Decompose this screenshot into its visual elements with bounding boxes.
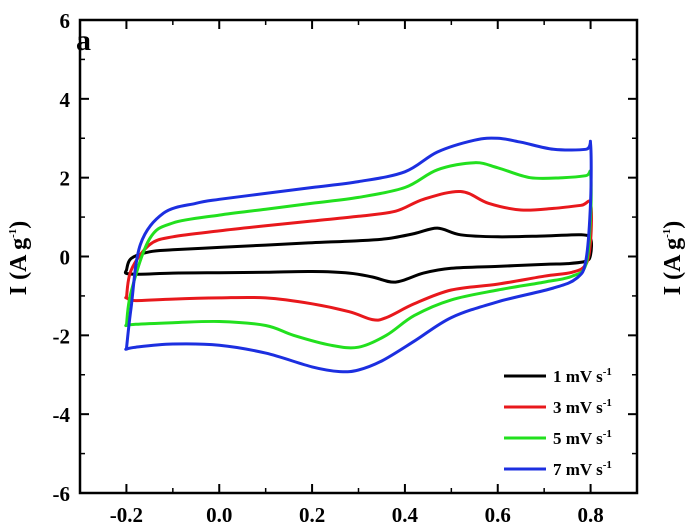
y-tick-label: 2 <box>60 167 71 191</box>
y-tick-label: 0 <box>60 246 71 270</box>
legend-label-2: 3 mV s-1 <box>553 397 612 417</box>
legend-label-text: 3 mV s <box>553 398 603 417</box>
svg-text:I (A g-1): I (A g-1) <box>6 221 32 296</box>
legend-label-3: 5 mV s-1 <box>553 428 612 448</box>
right-axis-title-text: I (A g <box>660 238 686 295</box>
svg-text:I (A g-1): I (A g-1) <box>660 221 686 296</box>
x-tick-label: 0.8 <box>577 503 603 527</box>
x-tick-label: 0.2 <box>299 503 325 527</box>
y-tick-label: 4 <box>60 88 71 112</box>
legend-label-sup: -1 <box>603 459 612 471</box>
series-line-3 <box>124 161 593 350</box>
series-line-4 <box>124 136 593 374</box>
tick-labels: -0.2 0.0 0.2 0.4 0.6 0.8 -6 -4 -2 0 2 4 6 <box>53 9 604 527</box>
legend-label-text: 7 mV s <box>553 460 603 479</box>
panel-label: a <box>76 24 91 57</box>
legend-label-sup: -1 <box>603 366 612 378</box>
axes-group <box>78 18 639 495</box>
series-group <box>123 136 593 374</box>
y-tick-label: -4 <box>53 403 71 427</box>
legend-label-sup: -1 <box>603 428 612 440</box>
x-tick-label: 0.4 <box>392 503 419 527</box>
y-axis-title-text: I (A g <box>6 238 32 295</box>
legend-label-sup: -1 <box>603 397 612 409</box>
y-axis-title-sup: -1 <box>7 229 19 238</box>
y-tick-label: -6 <box>53 482 71 506</box>
series-line-2 <box>124 189 593 322</box>
x-tick-label: 0.6 <box>485 503 511 527</box>
right-axis-title-sup: -1 <box>661 229 673 238</box>
y-axis-title-close: ) <box>6 221 32 229</box>
legend: 1 mV s-13 mV s-15 mV s-17 mV s-1 <box>504 366 612 479</box>
legend-label-text: 1 mV s <box>553 367 603 386</box>
legend-label-1: 1 mV s-1 <box>553 366 612 386</box>
y-tick-label: 6 <box>60 9 71 33</box>
legend-label-4: 7 mV s-1 <box>553 459 612 479</box>
y-tick-label: -2 <box>53 324 71 348</box>
right-axis-title-close: ) <box>660 221 686 229</box>
right-axis-title: I (A g-1) <box>660 221 686 296</box>
x-tick-label: 0.0 <box>206 503 232 527</box>
series-line-1 <box>123 226 593 284</box>
plot-frame <box>78 18 639 495</box>
legend-label-text: 5 mV s <box>553 429 603 448</box>
x-tick-label: -0.2 <box>110 503 143 527</box>
y-axis-title: I (A g-1) <box>6 221 32 296</box>
